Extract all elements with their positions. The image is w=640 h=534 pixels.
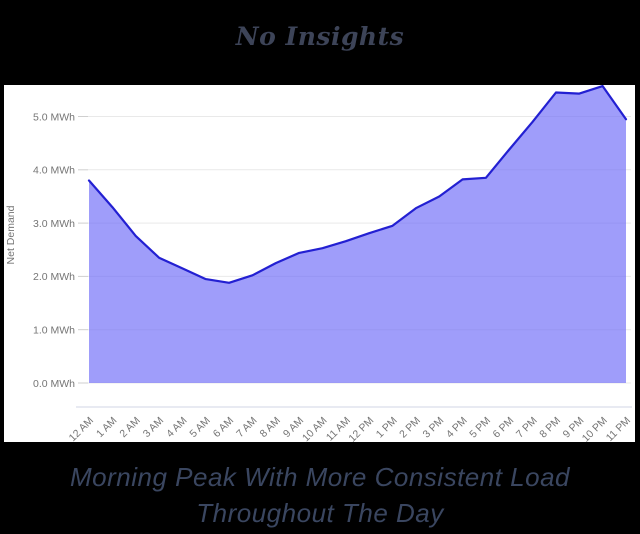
caption-line-1: Morning Peak With More Consistent Load [70, 462, 570, 492]
x-tick-label: 2 AM [117, 415, 142, 440]
x-tick-label: 5 AM [187, 415, 212, 440]
page-title: No Insights [235, 22, 405, 51]
chart-panel: 0.0 MWh 1.0 MWh 2.0 MWh 3.0 MWh 4.0 MWh 5.0 M… [4, 85, 635, 442]
x-axis-labels: 12 AM1 AM2 AM3 AM4 AM5 AM6 AM7 AM8 AM9 A… [67, 415, 634, 442]
x-tick-label: 3 PM [421, 415, 447, 441]
x-tick-label: 11 PM [604, 415, 633, 442]
y-tick-label: 1.0 MWh [33, 325, 75, 337]
x-tick-label: 12 PM [346, 415, 376, 442]
x-tick-label: 8 AM [257, 415, 282, 440]
x-tick-label: 6 PM [491, 415, 517, 441]
x-tick-label: 1 AM [94, 415, 119, 440]
y-tick-label: 4.0 MWh [33, 165, 75, 177]
x-tick-label: 8 PM [537, 415, 563, 441]
y-axis-title: Net Demand [5, 205, 17, 264]
x-tick-label: 3 AM [141, 415, 166, 440]
x-tick-label: 1 PM [374, 415, 400, 441]
caption-line-2: Throughout The Day [196, 498, 444, 528]
x-tick-label: 7 PM [514, 415, 540, 441]
net-demand-line [87, 85, 628, 284]
x-tick-label: 5 PM [467, 415, 493, 441]
y-tick-label: 3.0 MWh [33, 218, 75, 230]
x-tick-label: 2 PM [397, 415, 423, 441]
x-tick-label: 6 AM [211, 415, 236, 440]
y-tick-label: 2.0 MWh [33, 271, 75, 283]
x-tick-label: 10 AM [300, 415, 330, 442]
x-tick-label: 4 PM [444, 415, 470, 441]
net-demand-area [89, 86, 626, 383]
y-tick-label: 0.0 MWh [33, 378, 75, 390]
x-tick-label: 12 AM [67, 415, 97, 442]
net-demand-area-chart: 0.0 MWh 1.0 MWh 2.0 MWh 3.0 MWh 4.0 MWh 5.0 M… [5, 85, 634, 442]
x-tick-label: 7 AM [234, 415, 259, 440]
chart-caption: Morning Peak With More Consistent Load T… [0, 459, 640, 531]
x-tick-label: 4 AM [164, 415, 189, 440]
y-tick-label: 5.0 MWh [33, 111, 75, 123]
